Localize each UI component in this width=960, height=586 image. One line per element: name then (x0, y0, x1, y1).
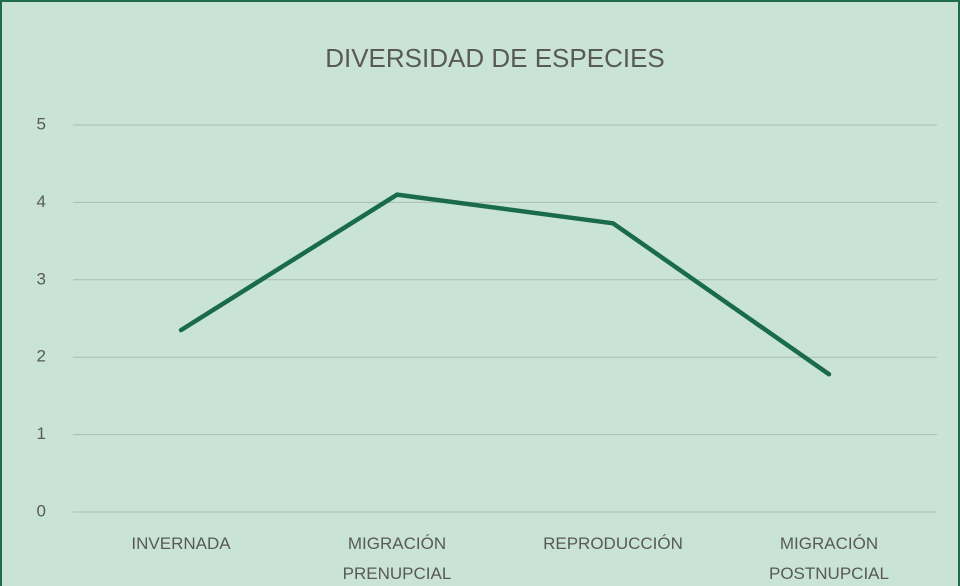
x-tick-label: MIGRACIÓN PRENUPCIAL (343, 534, 452, 583)
y-tick-label: 4 (37, 192, 46, 211)
x-tick-label-line: POSTNUPCIAL (769, 564, 889, 583)
y-tick-label: 2 (37, 347, 46, 366)
x-tick-label-line: MIGRACIÓN (780, 534, 878, 553)
y-tick-label: 3 (37, 269, 46, 288)
chart-title: DIVERSIDAD DE ESPECIES (325, 43, 665, 73)
x-tick-label-line: INVERNADA (131, 534, 231, 553)
y-tick-label: 0 (37, 501, 46, 520)
x-tick-label: INVERNADA (131, 534, 231, 553)
x-tick-label-line: REPRODUCCIÓN (543, 534, 683, 553)
x-tick-label: MIGRACIÓN POSTNUPCIAL (769, 534, 889, 583)
line-series (178, 192, 832, 377)
y-tick-label: 1 (37, 424, 46, 443)
x-tick-label-line: PRENUPCIAL (343, 564, 452, 583)
x-tick-label-line: MIGRACIÓN (348, 534, 446, 553)
y-tick-label: 5 (37, 114, 46, 133)
x-tick-label: REPRODUCCIÓN (543, 534, 683, 553)
